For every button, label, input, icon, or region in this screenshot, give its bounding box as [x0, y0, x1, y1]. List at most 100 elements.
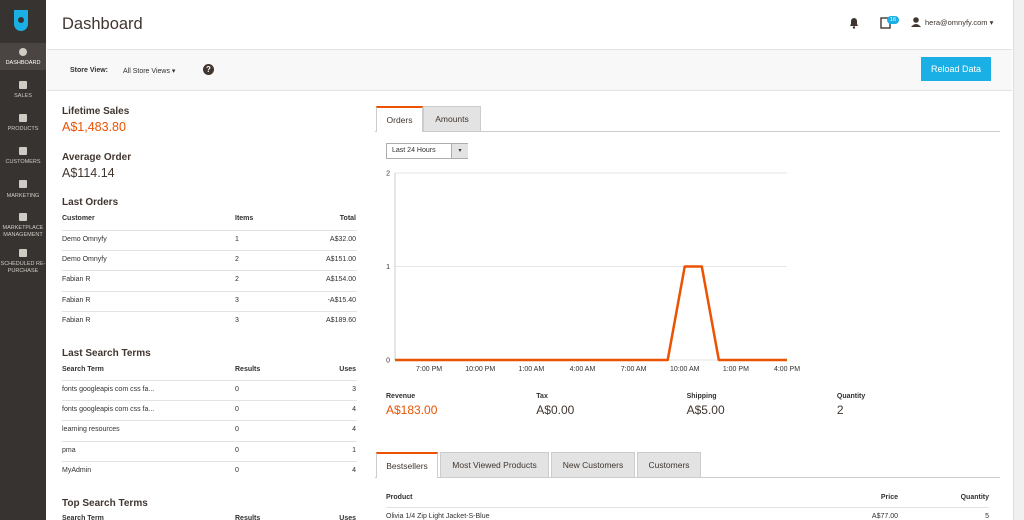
- row-divider: [62, 420, 357, 422]
- store-view-label: Store View:: [70, 67, 108, 74]
- user-email: hera@omnyfy.com: [925, 18, 988, 27]
- notification-badge: 16: [887, 16, 900, 24]
- row-divider: [386, 507, 989, 508]
- series-line: [395, 265, 787, 362]
- section-title: Last Search Terms: [62, 348, 151, 359]
- tab[interactable]: Amounts: [423, 106, 481, 132]
- x-tick-label: 4:00 PM: [774, 366, 800, 373]
- tab[interactable]: Most Viewed Products: [440, 452, 549, 478]
- notifications-icon[interactable]: [847, 16, 861, 30]
- column-header: Items: [235, 215, 254, 222]
- menu-item[interactable]: MARKETPLACE MANAGEMENT: [2, 225, 44, 238]
- tab-line: [375, 131, 1000, 132]
- store-view-value: All Store Views: [123, 68, 170, 75]
- table-cell: 0: [235, 446, 239, 454]
- scrollbar[interactable]: [1013, 0, 1024, 520]
- tab[interactable]: Bestsellers: [376, 452, 438, 478]
- total-value: A$183.00: [386, 403, 438, 417]
- table-cell: 0: [235, 386, 239, 393]
- menu-item[interactable]: DASHBOARD: [5, 60, 41, 66]
- table-cell: Olivia 1/4 Zip Light Jacket-S-Blue: [386, 513, 490, 520]
- menu-icon: [19, 81, 27, 89]
- user-icon: [911, 17, 921, 27]
- row-divider: [62, 250, 357, 252]
- x-tick-label: 10:00 AM: [670, 366, 700, 373]
- sidebar: DASHBOARD SALES PRODUCTS CUSTOMERS MARKETING…: [0, 0, 46, 520]
- tab[interactable]: New Customers: [551, 452, 635, 478]
- table-cell: Demo Omnyfy: [62, 256, 107, 264]
- column-header: Customer: [62, 215, 95, 222]
- table-cell: 3: [352, 386, 356, 393]
- table-cell: 0: [235, 426, 239, 434]
- column-header: Search Term: [62, 366, 104, 373]
- row-divider: [62, 440, 357, 442]
- y-tick-label: 1: [386, 264, 390, 271]
- menu-item[interactable]: PRODUCTS: [7, 126, 39, 132]
- menu-icon: [19, 114, 27, 122]
- tab[interactable]: Customers: [637, 452, 701, 478]
- total-label: Tax: [536, 393, 548, 400]
- period-value: Last 24 Hours: [392, 147, 436, 154]
- logo-hole: [18, 17, 24, 23]
- menu-item[interactable]: SCHEDULED RE-PURCHASE: [0, 261, 46, 274]
- orders-chart: 0 1 2 7:00 PM 10:00 PM 1:00 AM 4:00 AM 7:00 AM 1…: [386, 171, 800, 374]
- menu-icon: [19, 249, 27, 257]
- help-icon[interactable]: ?: [203, 64, 214, 75]
- table-cell: 1: [235, 236, 239, 243]
- x-tick-label: 7:00 PM: [416, 366, 442, 373]
- table-cell: 0: [235, 466, 239, 474]
- store-view-switcher[interactable]: All Store Views ▾: [123, 68, 176, 75]
- total-label: Revenue: [386, 393, 416, 400]
- user-head: [913, 17, 919, 23]
- x-tick-label: 10:00 PM: [465, 366, 495, 373]
- column-header: Product: [386, 494, 413, 501]
- table-cell: 4: [352, 426, 356, 434]
- menu-item[interactable]: MARKETING: [6, 193, 40, 199]
- average-order-label: Average Order: [62, 152, 132, 163]
- period-select[interactable]: Last 24 Hours ▾: [386, 143, 468, 159]
- menu-icon: [19, 213, 27, 221]
- total-value: A$5.00: [686, 403, 725, 417]
- section-title: Top Search Terms: [62, 498, 148, 509]
- section-title: Last Orders: [62, 197, 119, 208]
- table-cell: A$32.00: [329, 236, 356, 243]
- bell-clapper: [852, 26, 856, 29]
- user-menu[interactable]: hera@omnyfy.com ▾: [925, 18, 994, 27]
- row-divider: [62, 460, 357, 462]
- table-cell: 5: [985, 513, 989, 520]
- table-cell: Fabian R: [62, 296, 91, 304]
- reload-data-button[interactable]: Reload Data: [921, 57, 991, 81]
- column-header: Results: [235, 515, 261, 520]
- lifetime-sales-label: Lifetime Sales: [62, 106, 130, 117]
- menu-icon: [19, 147, 27, 155]
- menu-item[interactable]: CUSTOMERS: [5, 159, 41, 165]
- y-tick-label: 2: [386, 171, 390, 178]
- table-cell: Demo Omnyfy: [62, 236, 107, 243]
- total-value: A$0.00: [536, 403, 575, 417]
- row-divider: [62, 380, 357, 381]
- table-cell: A$151.00: [326, 256, 356, 264]
- select-arrow: ▾: [451, 144, 468, 158]
- column-header: Price: [880, 494, 898, 501]
- x-tick-label: 7:00 AM: [621, 366, 647, 373]
- column-header: Search Term: [62, 515, 104, 520]
- row-divider: [62, 270, 357, 272]
- active-menu-bg: [0, 43, 46, 70]
- x-tick-label: 1:00 PM: [723, 366, 749, 373]
- user-body: [911, 24, 921, 27]
- table-cell: 3: [235, 316, 239, 324]
- store-view-bar: [47, 49, 1012, 91]
- table-cell: -A$15.40: [327, 296, 356, 304]
- table-cell: pma: [62, 446, 76, 454]
- row-divider: [62, 290, 357, 292]
- table-cell: fonts googleapis com css fa...: [62, 406, 155, 414]
- table-cell: learning resources: [62, 426, 120, 434]
- menu-item[interactable]: SALES: [14, 93, 32, 99]
- x-tick-label: 1:00 AM: [519, 366, 545, 373]
- table-cell: A$154.00: [326, 276, 356, 284]
- table-cell: 2: [235, 276, 239, 284]
- tab[interactable]: Orders: [376, 106, 423, 132]
- logo[interactable]: [0, 0, 46, 40]
- table-cell: MyAdmin: [62, 466, 92, 474]
